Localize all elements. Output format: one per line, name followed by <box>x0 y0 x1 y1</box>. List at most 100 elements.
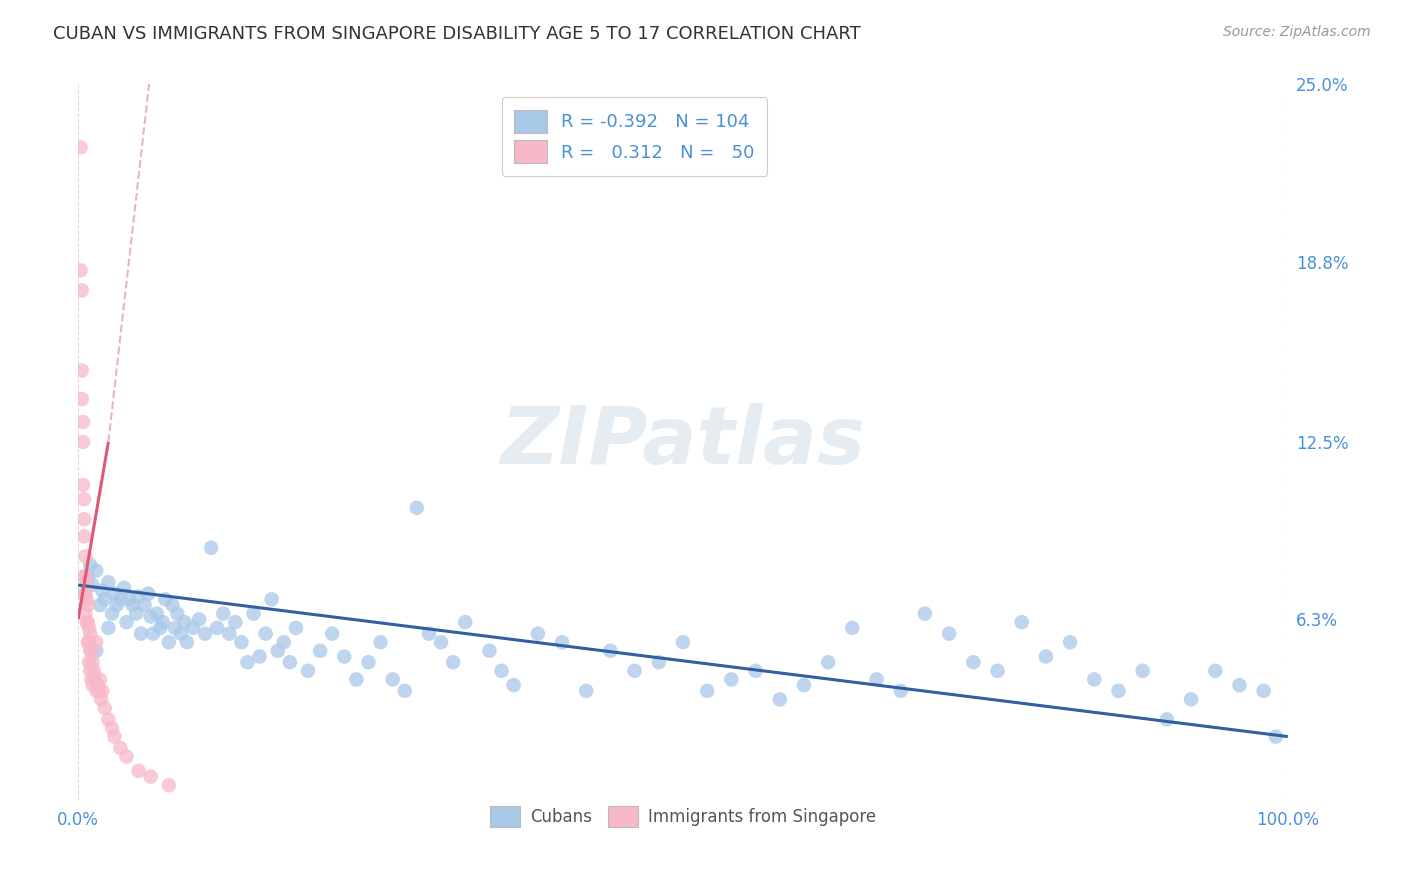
Point <box>134 598 156 612</box>
Point <box>173 615 195 630</box>
Point <box>273 635 295 649</box>
Point <box>82 655 104 669</box>
Point <box>69 140 91 154</box>
Point <box>75 607 97 621</box>
Point <box>672 635 695 649</box>
Point <box>136 586 159 600</box>
Point <box>97 713 120 727</box>
Point <box>73 586 96 600</box>
Point <box>394 683 416 698</box>
Point <box>1264 730 1286 744</box>
Point <box>527 626 550 640</box>
Point <box>890 683 912 698</box>
Point <box>90 692 112 706</box>
Point <box>73 529 96 543</box>
Point <box>84 673 107 687</box>
Point <box>84 564 107 578</box>
Point <box>344 673 367 687</box>
Point <box>103 586 125 600</box>
Point <box>163 621 186 635</box>
Point <box>188 612 211 626</box>
Point <box>236 655 259 669</box>
Point <box>841 621 863 635</box>
Point <box>357 655 380 669</box>
Point <box>70 392 93 406</box>
Point <box>599 644 621 658</box>
Point <box>97 575 120 590</box>
Point <box>297 664 319 678</box>
Point <box>101 607 124 621</box>
Point <box>105 598 128 612</box>
Point <box>1180 692 1202 706</box>
Point <box>648 655 671 669</box>
Point <box>321 626 343 640</box>
Point <box>176 635 198 649</box>
Point <box>80 644 103 658</box>
Point <box>121 598 143 612</box>
Point <box>103 730 125 744</box>
Point <box>82 678 104 692</box>
Point <box>478 644 501 658</box>
Point <box>1059 635 1081 649</box>
Point <box>1108 683 1130 698</box>
Point <box>769 692 792 706</box>
Point <box>166 607 188 621</box>
Point <box>333 649 356 664</box>
Point <box>129 626 152 640</box>
Point <box>93 701 115 715</box>
Point <box>89 598 111 612</box>
Point <box>744 664 766 678</box>
Point <box>405 500 427 515</box>
Point <box>115 749 138 764</box>
Point <box>1156 713 1178 727</box>
Point <box>207 621 229 635</box>
Point <box>79 626 101 640</box>
Point <box>212 607 235 621</box>
Point <box>75 586 97 600</box>
Point <box>125 607 148 621</box>
Point <box>110 592 132 607</box>
Point <box>84 635 107 649</box>
Point <box>441 655 464 669</box>
Point <box>242 607 264 621</box>
Point <box>1035 649 1057 664</box>
Point <box>454 615 477 630</box>
Point <box>254 626 277 640</box>
Point <box>260 592 283 607</box>
Point <box>575 683 598 698</box>
Point <box>200 541 222 555</box>
Point <box>73 569 96 583</box>
Point <box>70 284 93 298</box>
Point <box>77 655 100 669</box>
Point <box>152 615 174 630</box>
Point <box>817 655 839 669</box>
Point <box>370 635 392 649</box>
Point <box>128 590 150 604</box>
Point <box>87 683 110 698</box>
Point <box>309 644 332 658</box>
Point <box>76 598 98 612</box>
Point <box>77 635 100 649</box>
Point <box>84 683 107 698</box>
Point <box>73 512 96 526</box>
Point <box>162 598 184 612</box>
Point <box>696 683 718 698</box>
Point <box>1253 683 1275 698</box>
Legend: Cubans, Immigrants from Singapore: Cubans, Immigrants from Singapore <box>484 799 883 834</box>
Point <box>84 644 107 658</box>
Point <box>155 592 177 607</box>
Point <box>938 626 960 640</box>
Point <box>267 644 290 658</box>
Point <box>93 592 115 607</box>
Point <box>278 655 301 669</box>
Point <box>284 621 307 635</box>
Point <box>157 635 180 649</box>
Point <box>962 655 984 669</box>
Point <box>865 673 887 687</box>
Point <box>551 635 574 649</box>
Point <box>89 673 111 687</box>
Point <box>720 673 742 687</box>
Point <box>139 609 162 624</box>
Point <box>82 578 104 592</box>
Point <box>75 569 97 583</box>
